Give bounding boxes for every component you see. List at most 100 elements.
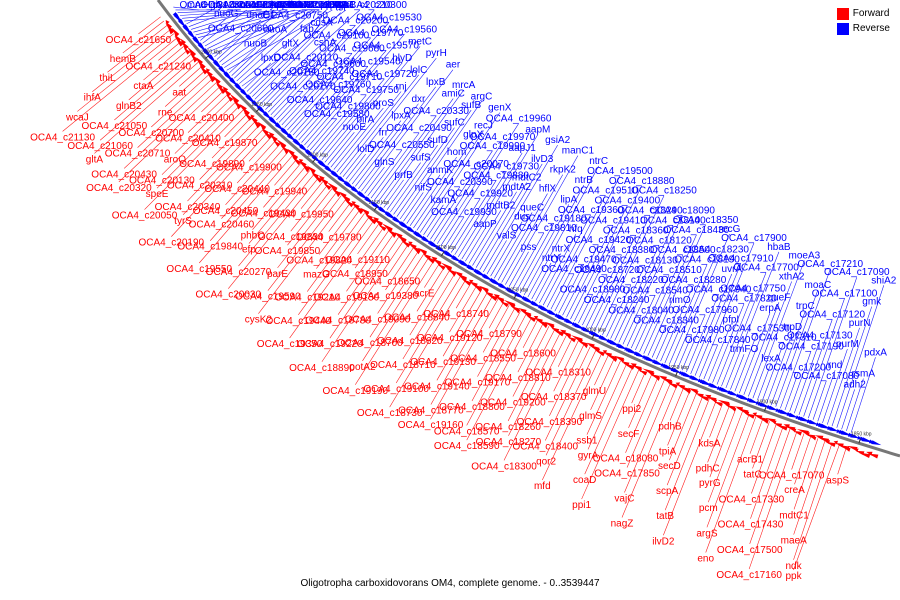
reverse-label-connector (707, 324, 732, 382)
reverse-label-connector (348, 137, 384, 182)
reverse-label-connector (468, 210, 502, 264)
forward-label-connector (161, 102, 236, 175)
reverse-label-connector (520, 204, 570, 294)
forward-label-connector (709, 403, 723, 438)
reverse-gene-label: metC (408, 36, 432, 47)
forward-gene-arrow (254, 122, 261, 129)
forward-gene-label: pyrG (699, 478, 721, 489)
forward-gene-label: qor2 (536, 456, 556, 467)
reverse-gene-label: OCA4_c19720 (351, 69, 417, 80)
forward-label-connector (424, 263, 440, 288)
radial-lines-layer (62, 6, 885, 571)
reverse-label-connector (289, 22, 390, 133)
forward-gene-label: OCA4_c20450 (193, 206, 259, 217)
forward-gene-arrow (637, 368, 643, 373)
forward-gene-arrow (250, 114, 255, 119)
reverse-gene-label: OCA4_c17080 (793, 371, 859, 382)
reverse-label-connector (716, 293, 754, 385)
forward-label-connector (128, 49, 188, 101)
legend-reverse-label: Reverse (852, 23, 890, 34)
reverse-gene-label: OCA4_c21490 (208, 0, 274, 11)
reverse-label-connector (416, 130, 484, 231)
reverse-gene-label: birA (357, 114, 375, 125)
forward-gene-label: secD (658, 461, 681, 472)
reverse-label-connector (775, 289, 819, 407)
reverse-label-connector (836, 285, 885, 428)
reverse-label-connector (361, 69, 454, 192)
reverse-label-connector (610, 265, 646, 339)
reverse-label-connector (207, 9, 288, 49)
forward-gene-label: ilvD2 (652, 536, 675, 547)
reverse-gene-label: OCA4_c19960 (486, 114, 552, 125)
forward-label-connector (228, 177, 319, 289)
forward-gene-label: OCA4_c17160 (716, 570, 782, 581)
forward-gene-label: OCA4_c20050 (112, 211, 178, 222)
forward-gene-arrow (697, 394, 710, 402)
reverse-gene-label: hbaB (767, 242, 791, 253)
forward-label-connector (442, 289, 482, 357)
reverse-label-connector (739, 312, 771, 394)
reverse-gene-label: trmFO (730, 344, 759, 355)
forward-gene-label: OCA4_c19870 (192, 138, 258, 149)
reverse-gene-label: yaeT (270, 0, 292, 11)
reverse-label-connector (457, 152, 523, 258)
forward-label-connector (553, 340, 579, 392)
reverse-gene-label: xthA2 (779, 271, 805, 282)
reverse-label-connector (330, 124, 366, 168)
reverse-gene-label: hppA (271, 0, 295, 11)
reverse-label-connector (798, 319, 833, 415)
forward-gene-arrow (468, 279, 474, 284)
reverse-label-connector (734, 333, 758, 392)
forward-gene-arrow (174, 34, 182, 42)
forward-label-connector (512, 326, 550, 397)
reverse-gene-label: nuoA (264, 24, 288, 35)
reverse-gene-label: OCA4_c17820 (711, 294, 777, 305)
forward-label-connector (669, 388, 684, 421)
reverse-gene-label: adh2 (844, 379, 867, 390)
forward-gene-label: OCA4_c18620 (377, 336, 443, 347)
legend: Forward Reverse (836, 6, 890, 36)
forward-gene-label: OCA4_c19220 (297, 339, 363, 350)
forward-gene-arrow (216, 83, 226, 94)
reverse-gene-label: OCA4_c18720 (574, 265, 640, 276)
reverse-label-connector (390, 144, 438, 213)
reverse-gene-label: lpxB (426, 77, 446, 88)
reverse-label-connector (479, 163, 543, 270)
reverse-label-connector (234, 20, 296, 79)
forward-label-connector (92, 29, 171, 92)
forward-gene-label: OCA4_c19940 (242, 186, 308, 197)
forward-label-connector (751, 423, 777, 494)
reverse-label-connector (364, 166, 385, 194)
forward-label-connector (201, 90, 225, 113)
reverse-label-connector (578, 294, 593, 324)
reverse-label-connector (426, 186, 461, 238)
forward-gene-arrow (401, 240, 411, 248)
forward-gene-arrow (199, 65, 208, 75)
forward-gene-label: OCA4_c19090 (345, 315, 411, 326)
forward-gene-label: OCA4_c19200 (480, 398, 546, 409)
forward-label-connector (395, 276, 461, 384)
forward-label-connector (793, 440, 826, 535)
reverse-label-connector (179, 9, 262, 16)
forward-label-connector (179, 66, 202, 87)
reverse-gene-label: fabZ (300, 24, 320, 35)
forward-gene-label: OCA4_c18840 (384, 312, 450, 323)
reverse-gene-label: OCA4_c18220 (598, 275, 664, 286)
forward-gene-arrow (595, 350, 605, 357)
reverse-label-connector (681, 314, 706, 371)
forward-label-connector (199, 155, 293, 264)
reverse-gene-label: OCA4_c17210 (798, 259, 864, 270)
forward-label-connector (708, 411, 743, 503)
reverse-label-connector (523, 185, 585, 296)
reverse-gene-label: nuoD (262, 0, 286, 11)
reverse-gene-label: OCA4_c19180 (521, 213, 587, 224)
reverse-gene-label: lexA (761, 353, 781, 364)
forward-label-connector (263, 162, 302, 208)
genome-caption: Oligotropha carboxidovorans OM4, complet… (300, 578, 600, 589)
forward-label-connector (594, 355, 609, 386)
forward-gene-arrow (793, 431, 802, 436)
forward-label-connector (174, 98, 232, 154)
reverse-gene-label: OCA4_c18430 (664, 225, 730, 236)
forward-label-connector (318, 206, 356, 255)
reverse-gene-label: trpD (783, 322, 802, 333)
